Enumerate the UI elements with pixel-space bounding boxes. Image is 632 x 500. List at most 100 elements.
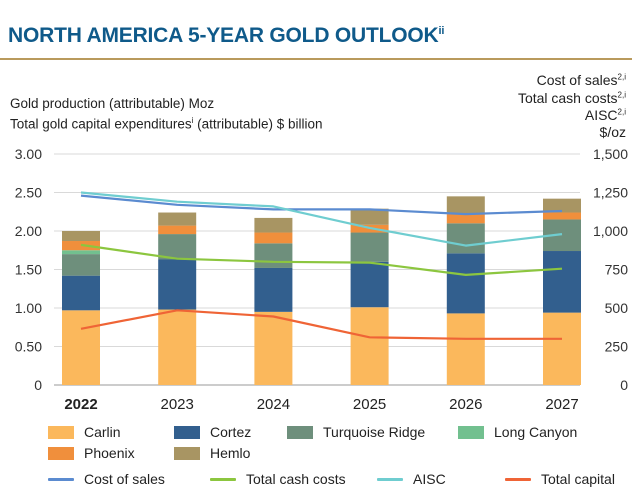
legend-line-swatch — [505, 477, 531, 481]
left-tick-label: 3.00 — [15, 146, 42, 162]
bar-segment-hemlo — [543, 198, 581, 213]
x-tick-label: 2023 — [161, 396, 194, 413]
right-tick-label: 1,500 — [593, 146, 628, 162]
bar-segment-turquoise-ridge — [254, 243, 293, 268]
bar-segment-carlin — [543, 312, 581, 385]
legend-label: Total cash costs — [246, 471, 346, 487]
legend-item-long-canyon: Long Canyon — [458, 424, 577, 440]
right-axis-label-sup1: 2,i — [617, 72, 626, 82]
bar-segment-cortez — [62, 275, 100, 311]
bar-segment-long-canyon — [62, 250, 100, 255]
bar-segment-carlin — [350, 307, 389, 385]
right-axis-label-sup2: 2,i — [617, 90, 626, 100]
bar-segment-phoenix — [158, 225, 197, 235]
right-tick-label: 500 — [605, 300, 629, 316]
x-tick-label: 2025 — [353, 396, 386, 413]
legend-item-hemlo: Hemlo — [174, 445, 250, 461]
legend-swatch — [174, 446, 200, 460]
bar-segment-cortez — [158, 259, 197, 310]
line-series-cost-of-sales — [80, 194, 563, 216]
page-title: NORTH AMERICA 5-YEAR GOLD OUTLOOKii — [8, 24, 444, 48]
bar-segment-turquoise-ridge — [62, 254, 100, 276]
bar-segment-hemlo — [158, 212, 197, 226]
left-axis-label-text-b: (attributable) $ billion — [193, 116, 323, 132]
x-tick-label: 2022 — [64, 396, 97, 413]
left-tick-label: 2.00 — [15, 223, 42, 239]
legend-line-swatch — [377, 477, 403, 481]
right-tick-label: 250 — [605, 339, 629, 355]
right-axis-label-aisc: AISC — [584, 107, 618, 123]
x-tick-label: 2024 — [257, 396, 290, 413]
bar-segment-cortez — [543, 251, 581, 313]
bar-segment-phoenix — [446, 214, 485, 224]
bar-segment-turquoise-ridge — [446, 223, 485, 254]
title-text: NORTH AMERICA 5-YEAR GOLD OUTLOOK — [8, 24, 439, 47]
left-tick-label: 1.00 — [15, 300, 42, 316]
line-series-aisc — [80, 191, 563, 247]
legend-label: Phoenix — [84, 445, 135, 461]
title-divider — [0, 58, 632, 60]
bar-segment-hemlo — [62, 231, 100, 242]
legend-label: Cortez — [210, 424, 252, 440]
title-superscript: ii — [438, 25, 445, 37]
line-series-total-cash-costs — [80, 243, 563, 276]
bar-segment-turquoise-ridge — [158, 234, 197, 260]
legend-item-total-capital: Total capital — [505, 471, 615, 487]
right-axis-label-line1: Cost of sales2,i — [537, 72, 626, 88]
legend-item-turquoise-ridge: Turquoise Ridge — [287, 424, 425, 440]
bar-segment-carlin — [254, 311, 293, 385]
legend-item-cost-of-sales: Cost of sales — [48, 471, 165, 487]
line-series-total-capital — [80, 309, 562, 340]
legend-swatch — [174, 425, 200, 439]
legend-swatch — [287, 425, 313, 439]
legend-label: Turquoise Ridge — [323, 424, 426, 440]
legend-item-aisc: AISC — [377, 471, 446, 487]
right-tick-label: 750 — [605, 262, 629, 278]
legend-item-total-cash-costs: Total cash costs — [210, 471, 346, 487]
bar-segment-carlin — [158, 309, 197, 385]
legend-swatch — [48, 446, 74, 460]
right-axis-label-line3: AISC2,i — [585, 107, 626, 123]
legend-label: Long Canyon — [494, 424, 578, 440]
left-axis-label-text-a: Total gold capital expenditures — [10, 116, 192, 132]
left-tick-label: 2.50 — [15, 185, 42, 201]
left-axis-label-line1: Gold production (attributable) Moz — [10, 96, 215, 111]
legend-item-phoenix: Phoenix — [48, 445, 135, 461]
legend-line-swatch — [210, 477, 236, 481]
legend-item-cortez: Cortez — [174, 424, 251, 440]
legend-label: Hemlo — [210, 445, 251, 461]
bar-segment-phoenix — [254, 232, 293, 244]
right-axis-label-sup3: 2,i — [617, 107, 626, 117]
bar-segment-carlin — [446, 313, 485, 385]
right-axis-label-line2: Total cash costs2,i — [518, 90, 626, 106]
right-tick-label: 1,250 — [593, 185, 628, 201]
right-axis-label-units: $/oz — [599, 124, 626, 140]
left-axis-label-line2: Total gold capital expendituresi (attrib… — [10, 116, 322, 132]
left-tick-label: 0.50 — [15, 339, 42, 355]
legend-label: Total capital — [541, 471, 615, 487]
legend-line-swatch — [48, 477, 74, 481]
x-tick-label: 2027 — [545, 396, 578, 413]
right-axis-label-cost-of-sales: Cost of sales — [536, 72, 618, 88]
bar-segment-turquoise-ridge — [350, 232, 389, 262]
right-axis-label-total-cash-costs: Total cash costs — [517, 90, 618, 106]
legend-swatch — [48, 425, 74, 439]
legend-label: Carlin — [84, 424, 121, 440]
right-tick-label: 1,000 — [593, 223, 628, 239]
right-tick-label: 0 — [620, 377, 628, 393]
bar-segment-cortez — [254, 267, 293, 312]
legend-item-carlin: Carlin — [48, 424, 121, 440]
left-tick-label: 1.50 — [15, 262, 42, 278]
x-tick-label: 2026 — [449, 396, 482, 413]
bar-segment-phoenix — [543, 212, 581, 220]
left-tick-label: 0 — [34, 377, 42, 393]
bar-segment-cortez — [350, 261, 389, 308]
bar-segment-carlin — [62, 310, 100, 385]
legend-swatch — [458, 425, 484, 439]
bar-segment-hemlo — [254, 217, 293, 233]
legend-label: AISC — [413, 471, 446, 487]
left-axis-label-sup: i — [191, 116, 194, 125]
bar-segment-cortez — [446, 253, 485, 314]
